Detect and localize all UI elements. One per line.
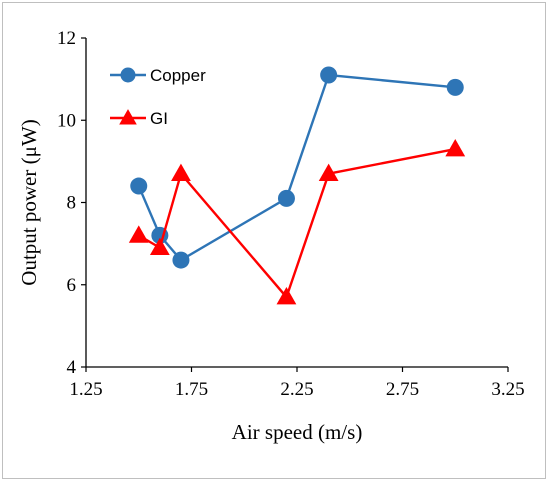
data-point	[445, 138, 466, 157]
x-tick-label: 2.75	[386, 379, 419, 400]
y-tick-label: 8	[67, 193, 77, 214]
legend: Copper GI	[110, 66, 206, 128]
data-point	[128, 225, 149, 243]
data-point	[172, 251, 190, 269]
y-axis-title: Output power (μW)	[17, 119, 41, 285]
data-point	[318, 163, 339, 182]
legend-item-copper: Copper	[110, 66, 206, 85]
ticks: 4 6 8 10 12 1.25 1.75 2.25 2.75 3.25	[57, 28, 525, 400]
x-tick-label: 1.25	[69, 379, 102, 400]
data-point	[277, 189, 295, 207]
y-tick-label: 12	[57, 28, 76, 49]
legend-marker	[119, 109, 137, 125]
series-layer	[128, 66, 466, 305]
data-point	[149, 237, 170, 256]
data-point	[171, 163, 191, 182]
x-tick-label: 2.25	[280, 379, 313, 400]
x-axis-title: Air speed (m/s)	[232, 420, 363, 444]
x-tick-label: 1.75	[175, 379, 208, 400]
y-tick-label: 10	[57, 110, 76, 131]
data-point	[276, 287, 297, 305]
y-tick-label: 6	[67, 275, 77, 296]
legend-item-gi: GI	[110, 109, 168, 128]
x-tick-label: 3.25	[491, 379, 524, 400]
series-copper	[130, 66, 464, 269]
data-point	[446, 78, 464, 96]
legend-label: GI	[150, 109, 168, 128]
legend-label: Copper	[150, 66, 206, 85]
series-gi	[128, 138, 466, 305]
y-tick-label: 4	[67, 357, 77, 378]
series-line-copper	[137, 73, 456, 262]
data-point	[320, 66, 338, 84]
data-point	[130, 177, 148, 195]
legend-marker	[120, 67, 136, 83]
